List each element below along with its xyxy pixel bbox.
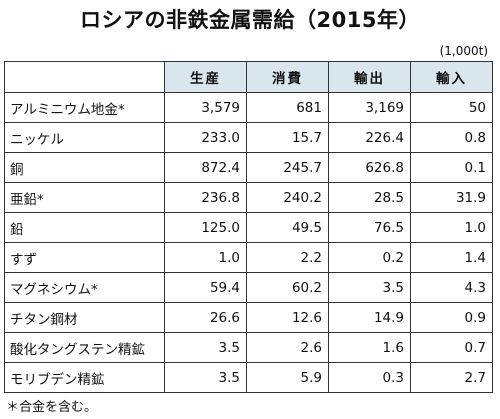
table-body: アルミニウム地金* 3,579 681 3,169 50 ニッケル 233.0 15.7 226… xyxy=(4,92,493,393)
supply-demand-table: 生産 消費 輸出 輸入 アルミニウム地金* 3,579 681 3,169 50 ニッケル… xyxy=(4,61,493,393)
export-value-cell: 0.2 xyxy=(328,242,411,273)
header-corner-cell xyxy=(4,61,165,93)
metal-name-cell: ニッケル xyxy=(4,122,165,153)
import-value-cell: 50 xyxy=(410,92,493,123)
metal-name-cell: モリブデン精鉱 xyxy=(4,362,165,393)
production-value-cell: 3,579 xyxy=(164,92,247,123)
consumption-value-cell: 5.9 xyxy=(246,362,329,393)
production-value-cell: 872.4 xyxy=(164,152,247,183)
table-row: ニッケル 233.0 15.7 226.4 0.8 xyxy=(4,122,493,153)
metal-name-cell: 銅 xyxy=(4,152,165,183)
table-row: マグネシウム* 59.4 60.2 3.5 4.3 xyxy=(4,272,493,303)
import-value-cell: 2.7 xyxy=(410,362,493,393)
consumption-value-cell: 681 xyxy=(246,92,329,123)
import-value-cell: 1.4 xyxy=(410,242,493,273)
production-value-cell: 236.8 xyxy=(164,182,247,213)
column-header-production: 生産 xyxy=(164,61,247,93)
export-value-cell: 3,169 xyxy=(328,92,411,123)
import-value-cell: 0.1 xyxy=(410,152,493,183)
table-row: 鉛 125.0 49.5 76.5 1.0 xyxy=(4,212,493,243)
production-value-cell: 26.6 xyxy=(164,302,247,333)
column-header-export: 輸出 xyxy=(328,61,411,93)
table-row: すず 1.0 2.2 0.2 1.4 xyxy=(4,242,493,273)
metal-name-cell: 亜鉛* xyxy=(4,182,165,213)
consumption-value-cell: 2.2 xyxy=(246,242,329,273)
consumption-value-cell: 2.6 xyxy=(246,332,329,363)
export-value-cell: 626.8 xyxy=(328,152,411,183)
table-row: 銅 872.4 245.7 626.8 0.1 xyxy=(4,152,493,183)
metal-name-cell: すず xyxy=(4,242,165,273)
import-value-cell: 31.9 xyxy=(410,182,493,213)
import-value-cell: 0.7 xyxy=(410,332,493,363)
metal-name-cell: チタン鋼材 xyxy=(4,302,165,333)
metal-name-cell: マグネシウム* xyxy=(4,272,165,303)
table-row: 酸化タングステン精鉱 3.5 2.6 1.6 0.7 xyxy=(4,332,493,363)
production-value-cell: 125.0 xyxy=(164,212,247,243)
production-value-cell: 3.5 xyxy=(164,362,247,393)
import-value-cell: 0.8 xyxy=(410,122,493,153)
consumption-value-cell: 12.6 xyxy=(246,302,329,333)
export-value-cell: 3.5 xyxy=(328,272,411,303)
footnote: ＊合金を含む。 xyxy=(6,400,98,415)
consumption-value-cell: 60.2 xyxy=(246,272,329,303)
table-row: アルミニウム地金* 3,579 681 3,169 50 xyxy=(4,92,493,123)
export-value-cell: 0.3 xyxy=(328,362,411,393)
export-value-cell: 28.5 xyxy=(328,182,411,213)
export-value-cell: 14.9 xyxy=(328,302,411,333)
production-value-cell: 59.4 xyxy=(164,272,247,303)
consumption-value-cell: 240.2 xyxy=(246,182,329,213)
column-header-import: 輸入 xyxy=(410,61,493,93)
column-header-consumption: 消費 xyxy=(246,61,329,93)
page-title: ロシアの非鉄金属需給（2015年） xyxy=(80,8,420,32)
unit-label: (1,000t) xyxy=(439,44,488,58)
header-row: 生産 消費 輸出 輸入 xyxy=(4,61,493,93)
import-value-cell: 4.3 xyxy=(410,272,493,303)
import-value-cell: 0.9 xyxy=(410,302,493,333)
production-value-cell: 1.0 xyxy=(164,242,247,273)
consumption-value-cell: 15.7 xyxy=(246,122,329,153)
metal-name-cell: アルミニウム地金* xyxy=(4,92,165,123)
production-value-cell: 3.5 xyxy=(164,332,247,363)
export-value-cell: 76.5 xyxy=(328,212,411,243)
import-value-cell: 1.0 xyxy=(410,212,493,243)
table-row: モリブデン精鉱 3.5 5.9 0.3 2.7 xyxy=(4,362,493,393)
export-value-cell: 226.4 xyxy=(328,122,411,153)
consumption-value-cell: 49.5 xyxy=(246,212,329,243)
metal-name-cell: 酸化タングステン精鉱 xyxy=(4,332,165,363)
production-value-cell: 233.0 xyxy=(164,122,247,153)
metal-name-cell: 鉛 xyxy=(4,212,165,243)
table-row: 亜鉛* 236.8 240.2 28.5 31.9 xyxy=(4,182,493,213)
export-value-cell: 1.6 xyxy=(328,332,411,363)
table-row: チタン鋼材 26.6 12.6 14.9 0.9 xyxy=(4,302,493,333)
consumption-value-cell: 245.7 xyxy=(246,152,329,183)
